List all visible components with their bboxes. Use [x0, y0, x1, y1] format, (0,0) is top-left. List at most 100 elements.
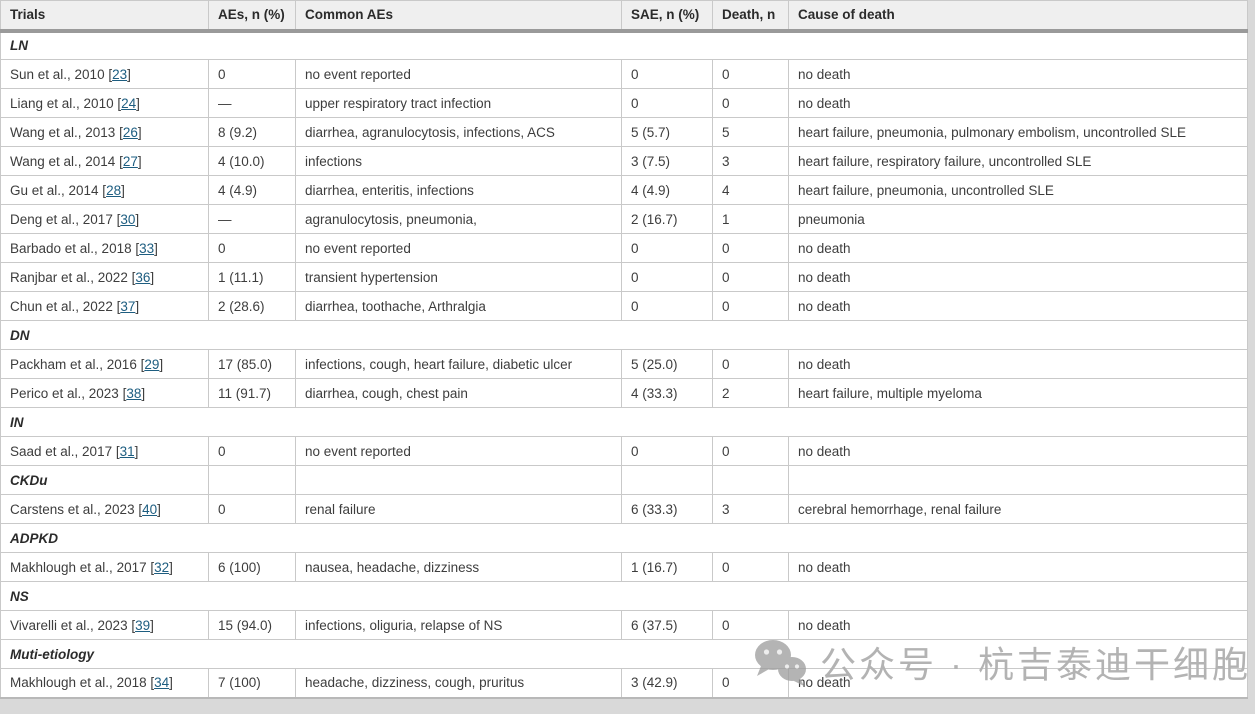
group-row-muti-etiology: Muti-etiology	[0, 639, 1248, 669]
cell-aes: 4 (4.9)	[208, 175, 296, 205]
cell-cause-of-death: pneumonia	[788, 204, 1248, 234]
cell-sae: 5 (5.7)	[621, 117, 713, 147]
group-label: CKDu	[0, 465, 209, 495]
reference-link[interactable]: 30	[120, 211, 136, 227]
cell-death: 4	[712, 175, 789, 205]
cell-sae: 0	[621, 262, 713, 292]
cell-sae: 1 (16.7)	[621, 552, 713, 582]
cell-cause-of-death: no death	[788, 552, 1248, 582]
cell-sae: 4 (33.3)	[621, 378, 713, 408]
empty-cell	[208, 465, 296, 495]
table-container: Trials AEs, n (%) Common AEs SAE, n (%) …	[0, 0, 1248, 699]
reference-link[interactable]: 34	[154, 675, 170, 691]
cell-sae: 0	[621, 59, 713, 89]
cell-death: 0	[712, 668, 789, 698]
table-row: Saad et al., 2017 [31] 0 no event reported…	[0, 436, 1248, 466]
reference-link[interactable]: 40	[142, 501, 158, 517]
reference-link[interactable]: 26	[122, 124, 138, 140]
table-row: Packham et al., 2016 [29] 17 (85.0) infect…	[0, 349, 1248, 379]
cell-common-aes: transient hypertension	[295, 262, 622, 292]
reference-link[interactable]: 24	[121, 95, 137, 111]
cell-common-aes: diarrhea, toothache, Arthralgia	[295, 291, 622, 321]
table-row: Liang et al., 2010 [24] — upper respirator…	[0, 88, 1248, 118]
column-header-trials: Trials	[0, 0, 209, 33]
empty-cell	[621, 465, 713, 495]
reference-link[interactable]: 38	[126, 385, 142, 401]
reference-link[interactable]: 31	[119, 443, 135, 459]
cell-cause-of-death: heart failure, pneumonia, pulmonary embo…	[788, 117, 1248, 147]
column-header-common-aes: Common AEs	[295, 0, 622, 33]
cell-trial: Ranjbar et al., 2022 [36]	[0, 262, 209, 292]
cell-sae: 0	[621, 436, 713, 466]
cell-trial: Deng et al., 2017 [30]	[0, 204, 209, 234]
group-label: LN	[0, 30, 1248, 60]
reference-link[interactable]: 23	[112, 66, 128, 82]
empty-cell	[788, 465, 1248, 495]
cell-aes: 8 (9.2)	[208, 117, 296, 147]
cell-trial: Makhlough et al., 2018 [34]	[0, 668, 209, 698]
cell-aes: 7 (100)	[208, 668, 296, 698]
cell-sae: 6 (37.5)	[621, 610, 713, 640]
cell-sae: 5 (25.0)	[621, 349, 713, 379]
group-row-ckdu: CKDu	[0, 465, 1248, 495]
reference-link[interactable]: 36	[135, 269, 151, 285]
table-row: Gu et al., 2014 [28] 4 (4.9) diarrhea, ent…	[0, 175, 1248, 205]
cell-aes: 0	[208, 59, 296, 89]
table-row: Carstens et al., 2023 [40] 0 renal failure…	[0, 494, 1248, 524]
cell-aes: 17 (85.0)	[208, 349, 296, 379]
cell-cause-of-death: heart failure, respiratory failure, unco…	[788, 146, 1248, 176]
cell-sae: 4 (4.9)	[621, 175, 713, 205]
cell-cause-of-death: heart failure, pneumonia, uncontrolled S…	[788, 175, 1248, 205]
cell-aes: 0	[208, 494, 296, 524]
group-label: NS	[0, 581, 1248, 611]
cell-aes: 11 (91.7)	[208, 378, 296, 408]
group-label: Muti-etiology	[0, 639, 1248, 669]
cell-cause-of-death: no death	[788, 436, 1248, 466]
cell-common-aes: agranulocytosis, pneumonia,	[295, 204, 622, 234]
cell-trial: Vivarelli et al., 2023 [39]	[0, 610, 209, 640]
cell-sae: 0	[621, 88, 713, 118]
cell-death: 0	[712, 59, 789, 89]
cell-trial: Gu et al., 2014 [28]	[0, 175, 209, 205]
adverse-events-table: Trials AEs, n (%) Common AEs SAE, n (%) …	[0, 0, 1248, 699]
cell-cause-of-death: cerebral hemorrhage, renal failure	[788, 494, 1248, 524]
reference-link[interactable]: 29	[144, 356, 160, 372]
reference-link[interactable]: 28	[106, 182, 122, 198]
table-row: Makhlough et al., 2018 [34] 7 (100) headac…	[0, 668, 1248, 698]
reference-link[interactable]: 39	[135, 617, 151, 633]
group-row-adpkd: ADPKD	[0, 523, 1248, 553]
table-row: Sun et al., 2010 [23] 0 no event reported 0…	[0, 59, 1248, 89]
reference-link[interactable]: 37	[120, 298, 136, 314]
table-row: Vivarelli et al., 2023 [39] 15 (94.0) infe…	[0, 610, 1248, 640]
cell-death: 2	[712, 378, 789, 408]
table-row: Wang et al., 2014 [27] 4 (10.0) infections…	[0, 146, 1248, 176]
cell-trial: Barbado et al., 2018 [33]	[0, 233, 209, 263]
group-label: IN	[0, 407, 1248, 437]
cell-trial: Liang et al., 2010 [24]	[0, 88, 209, 118]
cell-common-aes: infections	[295, 146, 622, 176]
cell-death: 0	[712, 262, 789, 292]
column-header-death: Death, n	[712, 0, 789, 33]
table-row: Chun et al., 2022 [37] 2 (28.6) diarrhea, …	[0, 291, 1248, 321]
table-row: Ranjbar et al., 2022 [36] 1 (11.1) transie…	[0, 262, 1248, 292]
cell-death: 0	[712, 233, 789, 263]
table-row: Makhlough et al., 2017 [32] 6 (100) nausea…	[0, 552, 1248, 582]
cell-common-aes: no event reported	[295, 436, 622, 466]
cell-cause-of-death: no death	[788, 262, 1248, 292]
cell-sae: 6 (33.3)	[621, 494, 713, 524]
empty-cell	[295, 465, 622, 495]
reference-link[interactable]: 32	[154, 559, 170, 575]
cell-sae: 0	[621, 233, 713, 263]
cell-common-aes: no event reported	[295, 59, 622, 89]
cell-trial: Packham et al., 2016 [29]	[0, 349, 209, 379]
table-row: Deng et al., 2017 [30] — agranulocytosis, …	[0, 204, 1248, 234]
cell-aes: —	[208, 88, 296, 118]
reference-link[interactable]: 27	[122, 153, 138, 169]
cell-death: 0	[712, 552, 789, 582]
reference-link[interactable]: 33	[139, 240, 155, 256]
group-label: DN	[0, 320, 1248, 350]
column-header-cause-of-death: Cause of death	[788, 0, 1248, 33]
cell-cause-of-death: no death	[788, 610, 1248, 640]
cell-common-aes: renal failure	[295, 494, 622, 524]
cell-death: 0	[712, 291, 789, 321]
